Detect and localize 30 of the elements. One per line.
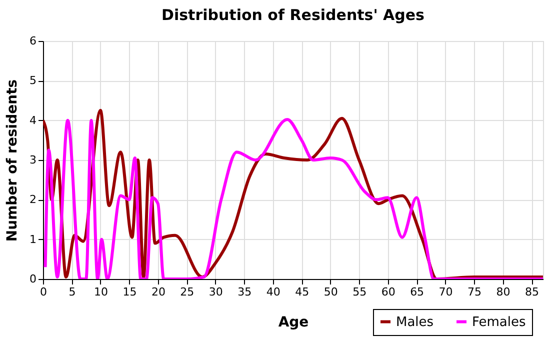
x-tick-label: 80 — [496, 286, 510, 298]
x-axis-title: Age — [278, 314, 309, 330]
x-tick-label: 55 — [352, 286, 367, 298]
x-tick-label: 65 — [410, 286, 424, 298]
x-tick-label: 25 — [180, 286, 194, 298]
y-tick-label: 6 — [30, 34, 36, 48]
x-tick-label: 85 — [525, 286, 540, 298]
y-tick-label: 3 — [30, 154, 36, 166]
x-tick-label: 20 — [151, 286, 166, 298]
legend-label: Males — [396, 314, 434, 330]
x-tick-label: 30 — [208, 286, 223, 298]
x-tick-label: 5 — [68, 286, 76, 298]
y-tick-label: 2 — [30, 193, 36, 206]
x-tick-label: 75 — [468, 286, 482, 298]
x-tick-label: 10 — [94, 286, 108, 298]
y-axis-title: Number of residents — [4, 79, 20, 242]
chart-title: Distribution of Residents' Ages — [162, 6, 425, 24]
x-tick-label: 40 — [266, 286, 280, 298]
x-tick-label: 60 — [381, 286, 396, 298]
x-tick-label: 45 — [295, 286, 310, 298]
y-tick-label: 4 — [30, 114, 36, 127]
y-tick-label: 5 — [30, 74, 36, 88]
y-tick-label: 1 — [30, 232, 36, 246]
x-tick-label: 0 — [40, 286, 47, 298]
legend-label: Females — [472, 314, 526, 330]
x-tick-label: 70 — [438, 286, 453, 298]
y-tick-label: 0 — [30, 272, 36, 286]
x-tick-label: 50 — [324, 286, 338, 298]
x-tick-label: 15 — [122, 286, 137, 298]
x-tick-label: 35 — [238, 286, 252, 298]
